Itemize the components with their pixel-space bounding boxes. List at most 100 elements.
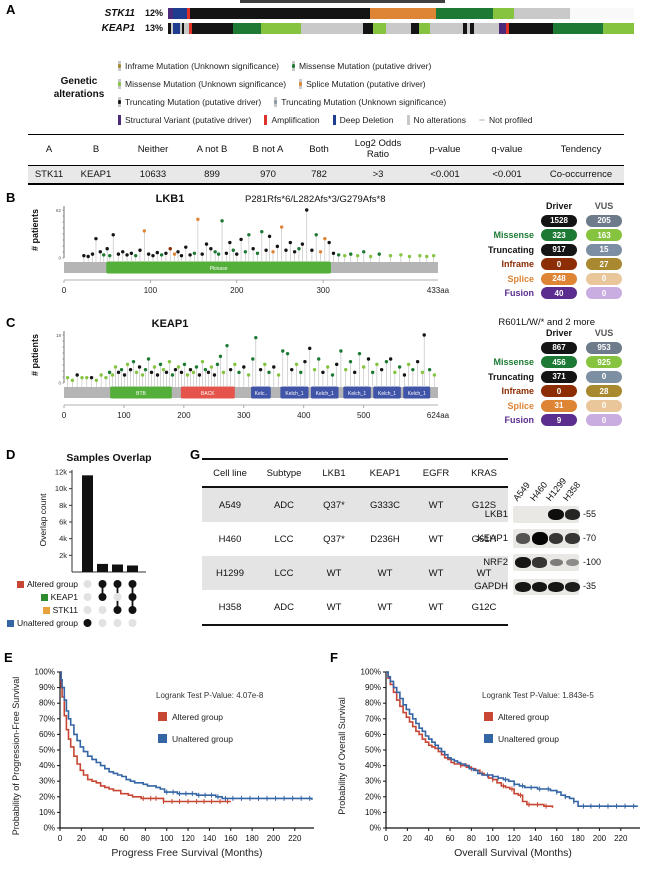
cellline-data-cell: G12S (460, 488, 508, 522)
driver-count-pill: 0 (541, 258, 577, 271)
lollipop-dot (233, 362, 237, 367)
protein-domain (110, 386, 172, 399)
oncoprint-row: STK11 12% (70, 7, 634, 19)
mut-table-header: Driver VUS (474, 326, 631, 341)
xaxis-end-label: 624aa (427, 411, 450, 420)
alteration-segment (188, 22, 192, 34)
upset-dot-active (128, 593, 137, 601)
upset-ytick-label: 4k (59, 534, 67, 543)
km-ytick-label: 20% (365, 792, 381, 801)
lollipop-dot (75, 373, 79, 377)
lollipop-dot (285, 351, 290, 356)
lollipop-dot (108, 253, 112, 258)
legend-item-label: Deep Deletion (339, 115, 394, 125)
cellline-data-cell: LCC (274, 533, 294, 545)
span-element (118, 100, 121, 104)
lollipop-dot (192, 251, 197, 256)
cooccurrence-header-cell: B not A (240, 135, 296, 166)
panel-g-label: G (190, 447, 201, 462)
mutation-type-label: Truncating (487, 371, 534, 382)
km-ytick-label: 80% (39, 699, 55, 708)
xaxis-tick-label: 100 (144, 286, 158, 295)
lollipop-dot (209, 247, 213, 251)
cooccurrence-header-cell: B (70, 135, 122, 166)
legend-item: Truncating Mutation (Unknown significanc… (274, 97, 446, 107)
alteration-segment (300, 22, 363, 34)
lollipop-dot (125, 253, 129, 257)
legend-item: Splice Mutation (putative driver) (299, 79, 426, 89)
driver-count-pill: 31 (541, 399, 577, 412)
blot-band (516, 533, 530, 544)
mut-table-row: Inframe 0 27 (474, 257, 631, 272)
lollipop-dot (388, 253, 393, 258)
lollipop-dot (343, 367, 348, 372)
upset-bar (82, 475, 93, 572)
cellline-data-cell: H358 (218, 601, 242, 613)
driver-total-pill: 1528 (541, 214, 577, 227)
alteration-segment (418, 22, 431, 34)
lollipop-dot (113, 365, 118, 369)
lollipop-dot (164, 370, 169, 375)
lollipop-dot (137, 365, 142, 369)
lollipop-dot (279, 225, 284, 229)
mut-table-totals: 1528 205 (474, 214, 631, 229)
xaxis-tick-label: 200 (177, 411, 191, 420)
lollipop-dot (209, 365, 214, 369)
blot-band (548, 508, 564, 521)
blot-band (531, 581, 548, 593)
gene-name: STK11 (104, 7, 135, 19)
lollipop-dot (172, 252, 177, 256)
km-ytick-label: 0% (43, 824, 55, 833)
alteration-segment (603, 22, 635, 34)
legend-item: Deep Deletion (332, 115, 394, 125)
cooccurrence-header-cell: A (28, 135, 70, 166)
lollipop-dot (239, 237, 243, 242)
mut-table-row: Truncating 917 15 (474, 243, 631, 258)
protein-domain-label: BTB (136, 391, 146, 397)
lollipop-dot (155, 373, 160, 377)
alteration-segment (430, 22, 464, 34)
blot-mw-label: -55 (583, 508, 597, 519)
cooccurrence-header-cell: Log2 Odds Ratio (342, 135, 414, 166)
upset-bar (97, 563, 108, 572)
upset-ytick-label: 12k (55, 468, 67, 477)
lollipop-dot (188, 253, 192, 257)
alteration-segment (435, 7, 493, 19)
km-xtick-label: 20 (77, 834, 86, 843)
lollipop-dot (406, 362, 411, 367)
upset-dot-inactive (83, 593, 92, 601)
lollipop-dot (167, 359, 172, 364)
lollipop-dot (111, 233, 115, 237)
pfs-km-plot: 0% 10% 20% 30% 40% 50% 60% 70% 80% 90% 100% 0 20 40 60… (11, 668, 314, 859)
mut-table-row: Missense 323 163 (474, 228, 631, 243)
upset-dot-active (128, 580, 137, 588)
cooccurrence-data-cell: 782 (296, 166, 342, 185)
lollipop-dot (258, 367, 263, 372)
span-element (274, 100, 278, 104)
mut-table-row: Inframe 0 28 (474, 384, 631, 399)
yaxis-zero-tick: 0 (58, 381, 61, 386)
mutation-type-label: Splice (507, 273, 534, 284)
blot-band (548, 532, 564, 545)
lollipop-dot (121, 250, 125, 254)
km-curve (60, 671, 231, 803)
cellline-data-cell: WT (428, 533, 444, 545)
km-xtick-label: 20 (403, 834, 412, 843)
gene-alteration-frequency: 13% (144, 23, 163, 33)
os-km-plot: 0% 10% 20% 30% 40% 50% 60% 70% 80% 90% 100% 0 20 40 60… (337, 668, 640, 859)
lollipop-dot (134, 370, 139, 375)
alteration-segment (474, 22, 500, 34)
upset-set-label: STK11 (0, 604, 80, 617)
blot-protein-label: KEAP1 (477, 532, 508, 544)
cooccurrence-header-cell: Tendency (538, 135, 624, 166)
cellline-data-cell: G12C (471, 601, 497, 613)
lollipop-dot (149, 370, 154, 375)
lollipop-dot (407, 254, 412, 259)
lollipop-dot (216, 252, 221, 256)
legend-item-label: Not profiled (488, 115, 533, 125)
lollipop-dot (425, 254, 429, 259)
panel-b-label: B (6, 190, 16, 205)
infv-glyph-icon (118, 61, 121, 71)
km-legend-swatch (484, 712, 493, 721)
